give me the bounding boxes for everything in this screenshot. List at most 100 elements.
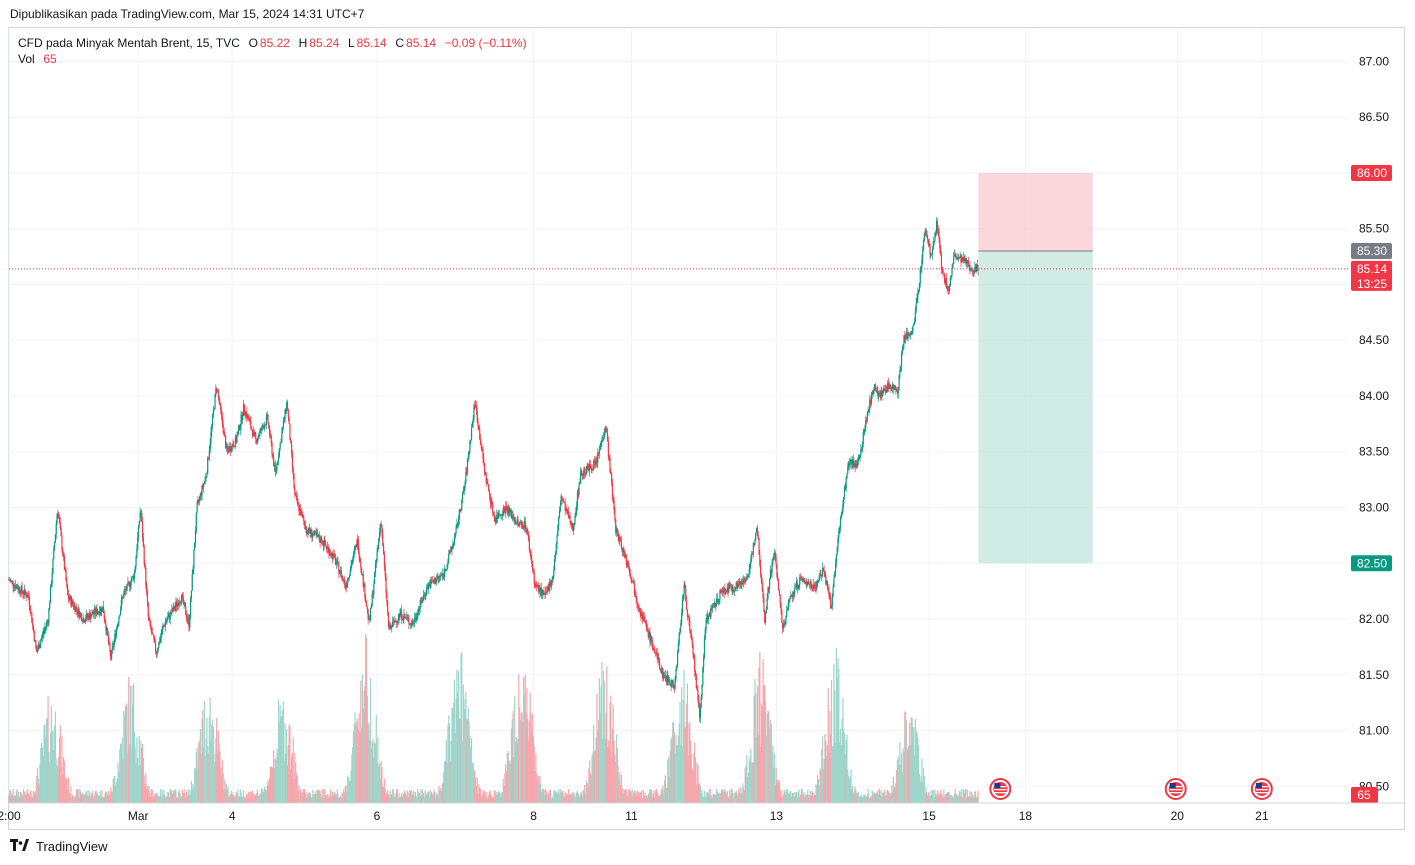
candle-body bbox=[562, 499, 564, 501]
candle-body bbox=[909, 332, 912, 336]
volume-bar bbox=[343, 788, 345, 803]
volume-bar bbox=[345, 785, 347, 803]
candle-body bbox=[318, 535, 320, 541]
us-flag-icon[interactable] bbox=[1164, 778, 1187, 800]
volume-bar bbox=[177, 792, 179, 803]
candle-body bbox=[167, 617, 169, 621]
volume-bar bbox=[307, 792, 309, 803]
candle-body bbox=[701, 684, 703, 697]
candle-body bbox=[588, 464, 590, 471]
candle-body bbox=[106, 627, 108, 631]
candle-body bbox=[100, 607, 102, 612]
volume-bar bbox=[817, 779, 820, 803]
candle-body bbox=[609, 458, 611, 473]
volume-bar bbox=[54, 726, 56, 803]
footer-brand[interactable]: TradingView bbox=[36, 839, 108, 854]
candle-body bbox=[795, 581, 798, 588]
volume-bar bbox=[392, 790, 394, 803]
candle-body bbox=[328, 548, 330, 556]
volume-bar bbox=[919, 781, 921, 803]
candle-body bbox=[387, 601, 389, 613]
candle-body bbox=[237, 431, 239, 436]
volume-bar bbox=[229, 795, 231, 803]
candle-body bbox=[669, 683, 671, 687]
volume-bar bbox=[664, 775, 666, 803]
volume-bar bbox=[325, 794, 327, 803]
candle-body bbox=[190, 598, 192, 618]
candle-body bbox=[527, 534, 530, 541]
volume-bar bbox=[707, 792, 709, 803]
candle-body bbox=[807, 581, 809, 585]
candle-body bbox=[858, 457, 860, 459]
tradingview-logo-icon[interactable] bbox=[10, 838, 32, 855]
volume-bar bbox=[637, 790, 639, 803]
candle-body bbox=[564, 502, 566, 511]
volume-bar bbox=[641, 797, 644, 803]
legend-volume-label[interactable]: Vol bbox=[18, 52, 35, 66]
volume-bar bbox=[467, 708, 469, 803]
candle-body bbox=[511, 515, 513, 519]
volume-bar bbox=[950, 795, 952, 803]
legend-symbol[interactable]: CFD pada Minyak Mentah Brent, 15, TVC bbox=[18, 36, 240, 50]
candle-body bbox=[209, 443, 211, 451]
candle-body bbox=[558, 517, 560, 526]
candle-body bbox=[551, 578, 553, 582]
volume-bar bbox=[323, 788, 325, 803]
candle-body bbox=[569, 515, 571, 523]
candle-body bbox=[238, 425, 241, 431]
candle-body bbox=[478, 427, 480, 430]
volume-bar bbox=[515, 737, 517, 803]
volume-bar bbox=[216, 754, 219, 803]
candle-body bbox=[331, 552, 333, 560]
volume-bar bbox=[902, 748, 904, 803]
volume-bar bbox=[280, 716, 282, 803]
volume-bar bbox=[41, 747, 43, 803]
candle-body bbox=[45, 622, 48, 627]
candle-body bbox=[854, 463, 856, 468]
us-flag-icon[interactable] bbox=[1250, 778, 1273, 800]
volume-bar bbox=[187, 788, 189, 803]
candle-body bbox=[817, 580, 820, 583]
volume-bar bbox=[101, 789, 103, 803]
candle-body bbox=[565, 507, 567, 511]
volume-bar bbox=[742, 787, 745, 803]
volume-bar bbox=[934, 789, 936, 803]
volume-bar bbox=[385, 794, 387, 803]
volume-bar bbox=[668, 777, 671, 803]
candle-body bbox=[225, 436, 227, 449]
candle-body bbox=[379, 523, 381, 533]
volume-bar bbox=[871, 790, 873, 803]
us-flag-icon[interactable] bbox=[989, 778, 1012, 800]
candle-body bbox=[445, 569, 447, 571]
volume-bar bbox=[584, 792, 587, 803]
candle-body bbox=[757, 534, 759, 539]
candle-body bbox=[971, 270, 973, 272]
volume-bar bbox=[93, 795, 96, 803]
volume-bar bbox=[545, 791, 548, 803]
candle-body bbox=[877, 391, 879, 397]
candle-body bbox=[124, 590, 127, 592]
volume-bar bbox=[730, 788, 732, 803]
volume-bar bbox=[182, 792, 184, 803]
volume-bar bbox=[139, 765, 141, 803]
volume-bar bbox=[755, 693, 757, 803]
time-tick-label: 4 bbox=[229, 809, 236, 823]
candle-body bbox=[961, 257, 963, 263]
candle-body bbox=[437, 576, 439, 579]
volume-bar bbox=[185, 797, 187, 803]
candle-body bbox=[366, 606, 368, 610]
volume-bar bbox=[814, 795, 816, 803]
volume-bar bbox=[555, 792, 557, 803]
volume-bar bbox=[242, 796, 244, 803]
volume-bar bbox=[365, 633, 367, 803]
volume-bar bbox=[229, 793, 232, 803]
volume-bar bbox=[62, 774, 64, 803]
candle-body bbox=[756, 527, 758, 535]
volume-bar bbox=[602, 671, 605, 803]
candle-body bbox=[926, 230, 928, 237]
candle-body bbox=[824, 571, 826, 576]
volume-bar bbox=[93, 797, 95, 803]
candle-body bbox=[931, 248, 934, 255]
candle-body bbox=[453, 543, 455, 545]
